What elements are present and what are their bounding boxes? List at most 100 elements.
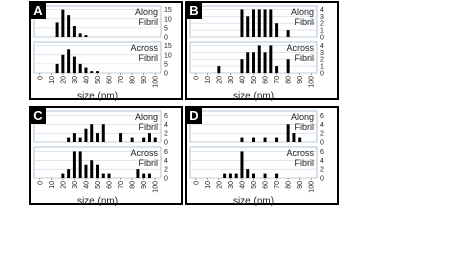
series-title: Fibril <box>139 158 159 168</box>
y-tick-label: 4 <box>320 7 324 14</box>
bar <box>67 49 71 73</box>
x-tick-label: 0 <box>37 76 44 80</box>
x-tick-label: 20 <box>216 76 223 84</box>
panel-label-box <box>30 107 46 124</box>
y-tick-label: 0 <box>164 140 168 147</box>
bar <box>55 22 59 37</box>
y-tick-label: 4 <box>320 122 324 129</box>
bar <box>275 173 279 178</box>
bar <box>147 173 151 178</box>
x-tick-label: 90 <box>141 76 148 84</box>
bar <box>292 133 296 142</box>
bar <box>263 52 267 73</box>
y-tick-label: 4 <box>320 43 324 50</box>
bar <box>78 63 82 73</box>
x-tick-label: 40 <box>83 181 90 189</box>
panel-label: D <box>189 108 198 123</box>
x-tick-label: 10 <box>205 181 212 189</box>
y-tick-label: 2 <box>320 131 324 138</box>
y-tick-label: 1 <box>320 28 324 35</box>
series-title: Fibril <box>295 53 315 63</box>
x-tick-label: 40 <box>239 181 246 189</box>
bar <box>55 63 59 73</box>
x-tick-label: 30 <box>72 181 79 189</box>
y-tick-label: 10 <box>164 16 172 23</box>
bar <box>153 137 157 142</box>
series-title: Fibril <box>295 158 315 168</box>
bar <box>246 52 250 73</box>
series-title: Fibril <box>139 17 159 27</box>
bar <box>136 169 140 178</box>
bar <box>223 173 227 178</box>
bar <box>298 137 302 142</box>
series-title: Along <box>135 7 158 17</box>
bar <box>286 124 290 142</box>
bar <box>61 173 65 178</box>
x-tick-label: 70 <box>274 181 281 189</box>
bar <box>96 164 99 178</box>
y-tick-label: 10 <box>164 52 172 59</box>
bar <box>269 9 273 37</box>
bar <box>257 9 261 37</box>
y-tick-label: 2 <box>164 167 168 174</box>
x-tick-label: 10 <box>49 76 56 84</box>
y-tick-label: 0 <box>320 71 324 78</box>
panel-label: B <box>189 3 198 18</box>
y-tick-label: 0 <box>320 140 324 147</box>
panel-label-box <box>30 2 46 19</box>
x-tick-label: 40 <box>239 76 246 84</box>
bar <box>90 71 94 73</box>
bar <box>67 137 71 142</box>
y-tick-label: 2 <box>164 131 168 138</box>
x-tick-label: 20 <box>60 181 67 189</box>
x-tick-label: 10 <box>205 76 212 84</box>
x-tick-label: 100 <box>153 76 160 88</box>
bar <box>240 137 244 142</box>
x-tick-label: 90 <box>297 76 304 84</box>
bar <box>101 124 105 142</box>
bar <box>263 9 267 37</box>
bar <box>252 52 255 73</box>
y-tick-label: 0 <box>320 176 324 183</box>
bar <box>67 15 71 37</box>
y-tick-label: 0 <box>320 35 324 42</box>
bar <box>72 133 76 142</box>
bar <box>228 173 232 178</box>
panel-label: C <box>33 108 43 123</box>
x-axis-label: size (nm) <box>77 91 118 102</box>
bar <box>130 137 134 142</box>
series-title: Across <box>130 43 158 53</box>
bar <box>78 151 82 178</box>
bar <box>252 173 255 178</box>
bar <box>234 173 238 178</box>
panel-border <box>29 106 183 205</box>
bar <box>246 16 250 37</box>
bar <box>84 164 88 178</box>
bar <box>101 173 105 178</box>
bar <box>67 169 71 178</box>
panel-label-box <box>186 107 202 124</box>
bar <box>84 128 88 142</box>
x-tick-label: 70 <box>118 181 125 189</box>
x-tick-label: 30 <box>228 181 235 189</box>
series-title: Across <box>286 148 314 158</box>
bar <box>286 59 290 73</box>
bar <box>78 33 82 37</box>
x-tick-label: 10 <box>49 181 56 189</box>
panel-border <box>29 1 183 100</box>
x-tick-label: 30 <box>228 76 235 84</box>
bar <box>246 169 250 178</box>
x-tick-label: 50 <box>95 181 102 189</box>
y-tick-label: 3 <box>320 50 324 57</box>
x-tick-label: 40 <box>83 76 90 84</box>
bar <box>263 137 267 142</box>
bar <box>240 151 244 178</box>
x-axis-label: size (nm) <box>233 91 274 102</box>
x-tick-label: 80 <box>130 181 137 189</box>
y-tick-label: 15 <box>164 43 172 50</box>
x-axis-label: size (nm) <box>233 196 274 207</box>
series-title: Along <box>291 7 314 17</box>
